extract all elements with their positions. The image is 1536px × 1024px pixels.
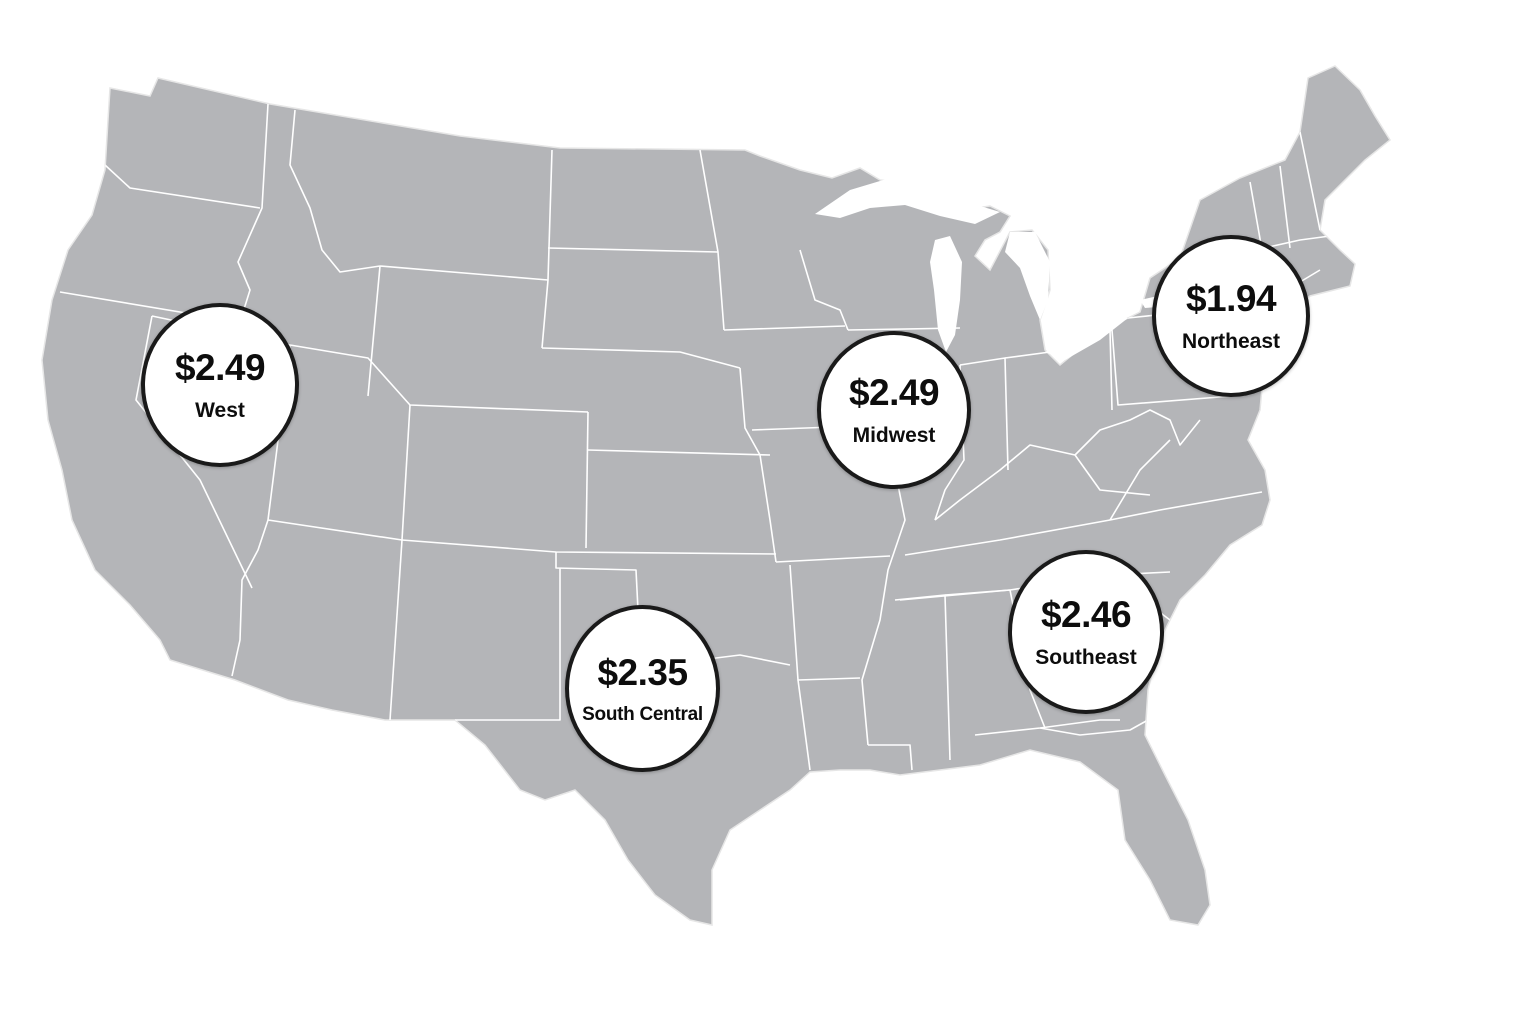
us-landmass (41, 65, 1391, 926)
region-name: West (195, 399, 245, 422)
region-name: Northeast (1181, 330, 1281, 353)
region-name: South Central (582, 703, 703, 725)
lake-huron (1005, 232, 1050, 320)
lake-erie (1045, 318, 1128, 360)
region-name: Midwest (852, 424, 936, 447)
region-price: $2.49 (174, 347, 266, 388)
region-badge-south-central[interactable]: $2.35 South Central (565, 605, 720, 772)
region-price: $2.35 (597, 651, 688, 693)
lake-michigan (930, 236, 962, 352)
region-price: $1.94 (1185, 278, 1277, 319)
region-price: $2.49 (848, 372, 940, 413)
lake-superior (815, 178, 1000, 224)
region-name: Southeast (1035, 646, 1137, 669)
region-badge-northeast[interactable]: $1.94 Northeast (1152, 235, 1310, 397)
region-price: $2.46 (1040, 594, 1132, 635)
region-badge-midwest[interactable]: $2.49 Midwest (817, 331, 971, 489)
region-badge-west[interactable]: $2.49 West (141, 303, 299, 467)
region-badge-southeast[interactable]: $2.46 Southeast (1008, 550, 1164, 714)
